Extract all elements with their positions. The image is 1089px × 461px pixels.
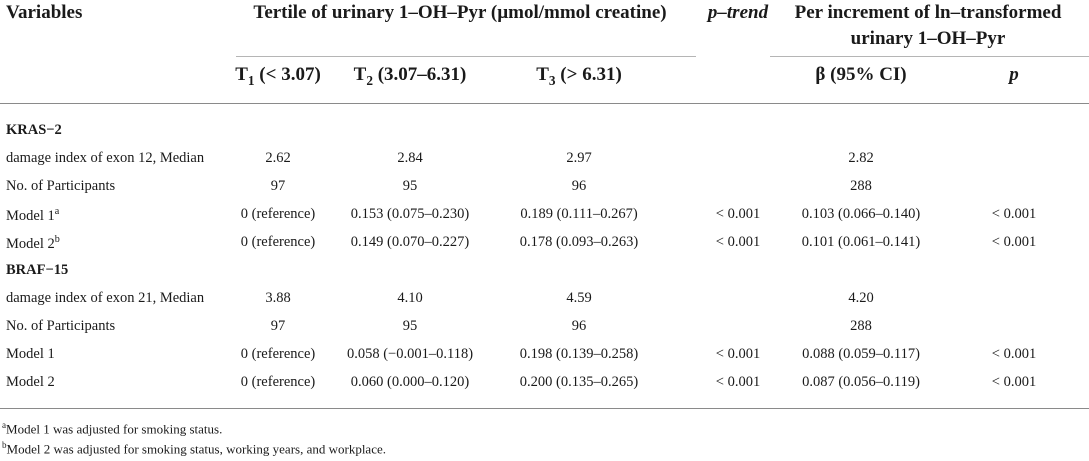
cell-t1: 3.88 — [265, 290, 291, 306]
section-title: KRAS−2 — [6, 122, 62, 138]
row-label: Model 1 — [6, 346, 55, 362]
footnote-b: bModel 2 was adjusted for smoking status… — [2, 440, 386, 457]
cell-t3: 4.59 — [566, 290, 592, 306]
cell-t1: 97 — [270, 178, 286, 194]
header-t2: T2 (3.07–6.31) — [353, 64, 467, 88]
header-rule — [0, 103, 1089, 104]
row-label: Model 2 — [6, 374, 55, 390]
cell-t1: 0 (reference) — [240, 374, 316, 390]
cell-t2: 0.153 (0.075–0.230) — [350, 206, 470, 222]
cell-beta: 0.101 (0.061–0.141) — [801, 234, 921, 250]
cell-t2: 0.149 (0.070–0.227) — [350, 234, 470, 250]
cell-t2: 0.060 (0.000–0.120) — [350, 374, 470, 390]
row-label: No. of Participants — [6, 318, 116, 334]
row-label: damage index of exon 21, Median — [6, 290, 205, 306]
cell-t1: 2.62 — [265, 150, 291, 166]
row-label: Model 1a — [6, 206, 60, 224]
cell-p-trend: < 0.001 — [715, 234, 761, 250]
cell-beta: 0.103 (0.066–0.140) — [801, 206, 921, 222]
footnote-a: aModel 1 was adjusted for smoking status… — [2, 420, 223, 437]
cell-t3: 0.198 (0.139–0.258) — [519, 346, 639, 362]
table-bottom-rule — [0, 408, 1089, 409]
cell-t2: 95 — [402, 178, 418, 194]
cell-p: < 0.001 — [991, 374, 1037, 390]
header-tertile-title: Tertile of urinary 1–OH–Pyr (µmol/mmol c… — [253, 2, 667, 23]
cell-t1: 0 (reference) — [240, 234, 316, 250]
cell-t1: 0 (reference) — [240, 206, 316, 222]
cell-t3: 0.178 (0.093–0.263) — [519, 234, 639, 250]
header-underline-tertile — [236, 56, 696, 57]
cell-p: < 0.001 — [991, 234, 1037, 250]
cell-t2: 2.84 — [397, 150, 423, 166]
cell-t1: 97 — [270, 318, 286, 334]
header-underline-increment — [770, 56, 1089, 57]
cell-p: < 0.001 — [991, 346, 1037, 362]
cell-p-trend: < 0.001 — [715, 374, 761, 390]
cell-t1: 0 (reference) — [240, 346, 316, 362]
cell-beta: 0.088 (0.059–0.117) — [802, 346, 920, 362]
cell-t2: 0.058 (−0.001–0.118) — [346, 346, 474, 362]
cell-beta: 2.82 — [848, 150, 874, 166]
cell-beta: 0.087 (0.056–0.119) — [802, 374, 920, 390]
cell-t3: 0.200 (0.135–0.265) — [519, 374, 639, 390]
cell-t3: 2.97 — [566, 150, 592, 166]
cell-p: < 0.001 — [991, 206, 1037, 222]
header-p: p — [1009, 64, 1019, 85]
row-label: Model 2b — [6, 234, 60, 252]
cell-t3: 96 — [571, 178, 587, 194]
section-title: BRAF−15 — [6, 262, 69, 278]
cell-p-trend: < 0.001 — [715, 206, 761, 222]
header-per-increment-line1: Per increment of ln–transformed — [794, 2, 1062, 23]
cell-t3: 96 — [571, 318, 587, 334]
row-label: No. of Participants — [6, 178, 116, 194]
cell-beta: 288 — [850, 318, 872, 334]
row-label: damage index of exon 12, Median — [6, 150, 205, 166]
header-beta: β (95% CI) — [815, 64, 907, 85]
cell-t3: 0.189 (0.111–0.267) — [520, 206, 638, 222]
cell-t2: 95 — [402, 318, 418, 334]
header-per-increment-line2: urinary 1–OH–Pyr — [850, 28, 1006, 49]
header-variables: Variables — [6, 2, 83, 23]
cell-t2: 4.10 — [397, 290, 423, 306]
header-p-trend: p–trend — [707, 2, 769, 23]
header-t1: T1 (< 3.07) — [235, 64, 321, 88]
cell-p-trend: < 0.001 — [715, 346, 761, 362]
cell-beta: 288 — [850, 178, 872, 194]
header-t3: T3 (> 6.31) — [536, 64, 622, 88]
cell-beta: 4.20 — [848, 290, 874, 306]
